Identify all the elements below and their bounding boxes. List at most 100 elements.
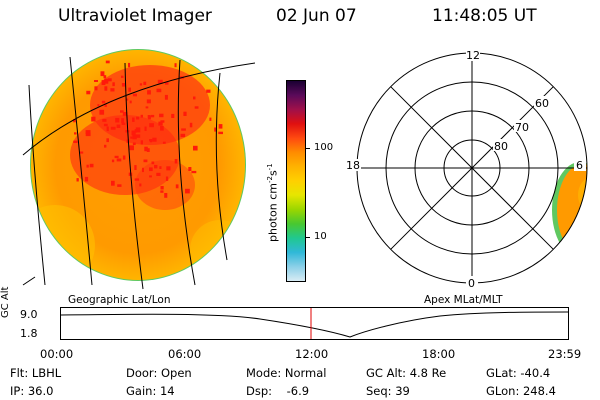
colorbar-tick-10: 10	[314, 231, 327, 242]
emission-speckle	[143, 159, 148, 163]
emission-speckle	[175, 184, 179, 189]
emission-speckle	[185, 188, 190, 194]
emission-speckle	[120, 110, 124, 113]
emission-speckle	[94, 80, 98, 82]
colorbar-unit-label: photon cm-2s-1	[266, 163, 280, 242]
emission-speckle	[110, 88, 115, 92]
emission-speckle	[130, 136, 133, 139]
emission-speckle	[103, 123, 108, 127]
emission-speckle	[101, 80, 106, 85]
emission-speckle	[146, 99, 151, 104]
emission-speckle	[180, 133, 186, 138]
emission-speckle	[174, 63, 177, 68]
emission-speckle	[76, 178, 79, 182]
emission-speckle	[209, 117, 212, 121]
emission-speckle	[100, 71, 105, 77]
emission-speckle	[116, 124, 121, 128]
emission-speckle	[132, 117, 135, 122]
emission-speckle	[114, 155, 119, 159]
emission-speckle	[74, 132, 77, 135]
apex-mlat-mlt-label: Apex MLat/MLT	[424, 294, 503, 306]
emission-speckle	[115, 117, 120, 123]
polar-grid	[356, 52, 588, 284]
lat-lon-grid	[22, 56, 255, 290]
emission-speckle	[164, 82, 169, 85]
emission-speckle	[218, 131, 223, 135]
mlat-label-70: 70	[515, 121, 529, 134]
emission-speckle	[214, 127, 217, 132]
emission-speckle	[188, 167, 192, 171]
mlat-label-80: 80	[494, 140, 508, 153]
emission-speckle	[171, 113, 175, 118]
emission-speckle	[148, 115, 151, 120]
emission-speckle	[218, 124, 223, 129]
colorbar-tick-mark-100	[306, 148, 310, 149]
time-tick-0000: 00:00	[40, 347, 74, 361]
mlat-label-60: 60	[535, 97, 549, 110]
geographic-lat-lon-label: Geographic Lat/Lon	[68, 294, 171, 306]
emission-speckle	[150, 114, 155, 118]
emission-speckle	[108, 78, 112, 82]
dsp-info: Dsp: -6.9	[246, 384, 310, 398]
emission-speckle	[165, 176, 169, 181]
emission-speckle	[122, 155, 126, 160]
emission-speckle	[166, 166, 171, 171]
emission-speckle	[121, 118, 125, 123]
emission-speckle	[79, 151, 84, 154]
emission-speckle	[149, 123, 154, 128]
emission-speckle	[164, 193, 168, 198]
mlt-label-6: 6	[576, 159, 583, 172]
gc-alt-info: GC Alt: 4.8 Re	[366, 366, 447, 380]
emission-speckle	[157, 79, 163, 84]
emission-speckle	[112, 82, 115, 87]
gc-alt-axis-label: GC Alt	[0, 286, 11, 318]
emission-speckle	[152, 137, 157, 142]
emission-speckle	[84, 176, 89, 182]
emission-speckle	[183, 111, 187, 116]
colorbar	[286, 80, 306, 282]
emission-speckle	[104, 104, 107, 107]
mlt-label-0: 0	[468, 277, 475, 290]
emission-speckle	[193, 96, 196, 100]
emission-speckle	[117, 184, 122, 187]
emission-speckle	[121, 83, 125, 87]
emission-speckle	[86, 164, 89, 168]
emission-speckle	[121, 122, 126, 125]
emission-speckle	[110, 126, 116, 130]
gc-alt-tick-1-8: 1.8	[20, 327, 38, 340]
emission-speckle	[159, 166, 162, 169]
emission-speckle	[140, 114, 143, 118]
emission-speckle	[106, 126, 109, 132]
emission-speckle	[129, 100, 132, 104]
time-tick-1800: 18:00	[422, 347, 456, 361]
emission-speckle	[111, 159, 115, 163]
emission-speckle	[132, 93, 137, 97]
gc-alt-timeline	[60, 307, 569, 340]
emission-speckle	[128, 87, 131, 92]
emission-speckle	[160, 186, 164, 190]
emission-speckle	[101, 100, 106, 104]
emission-speckle	[134, 165, 137, 170]
emission-speckle	[135, 134, 141, 138]
filter-info: Flt: LBHL	[10, 366, 62, 380]
emission-speckle	[144, 126, 147, 131]
time-tick-1200: 12:00	[295, 347, 329, 361]
time-label: 11:48:05 UT	[432, 6, 537, 26]
emission-speckle	[160, 125, 164, 131]
emission-speckle	[85, 132, 91, 137]
timeline-frame	[60, 307, 569, 340]
emission-speckle	[105, 60, 110, 64]
emission-speckle	[154, 164, 158, 169]
emission-speckle	[149, 139, 153, 143]
emission-speckle	[106, 138, 109, 143]
emission-speckle	[160, 120, 165, 123]
emission-speckle	[73, 140, 78, 143]
emission-speckle	[181, 128, 186, 131]
emission-speckle	[73, 119, 76, 123]
emission-speckle	[103, 75, 107, 79]
emission-speckle	[129, 145, 134, 151]
emission-speckle	[144, 146, 148, 152]
emission-speckle	[164, 94, 168, 100]
emission-speckle	[149, 175, 152, 178]
date-label: 02 Jun 07	[276, 6, 357, 26]
